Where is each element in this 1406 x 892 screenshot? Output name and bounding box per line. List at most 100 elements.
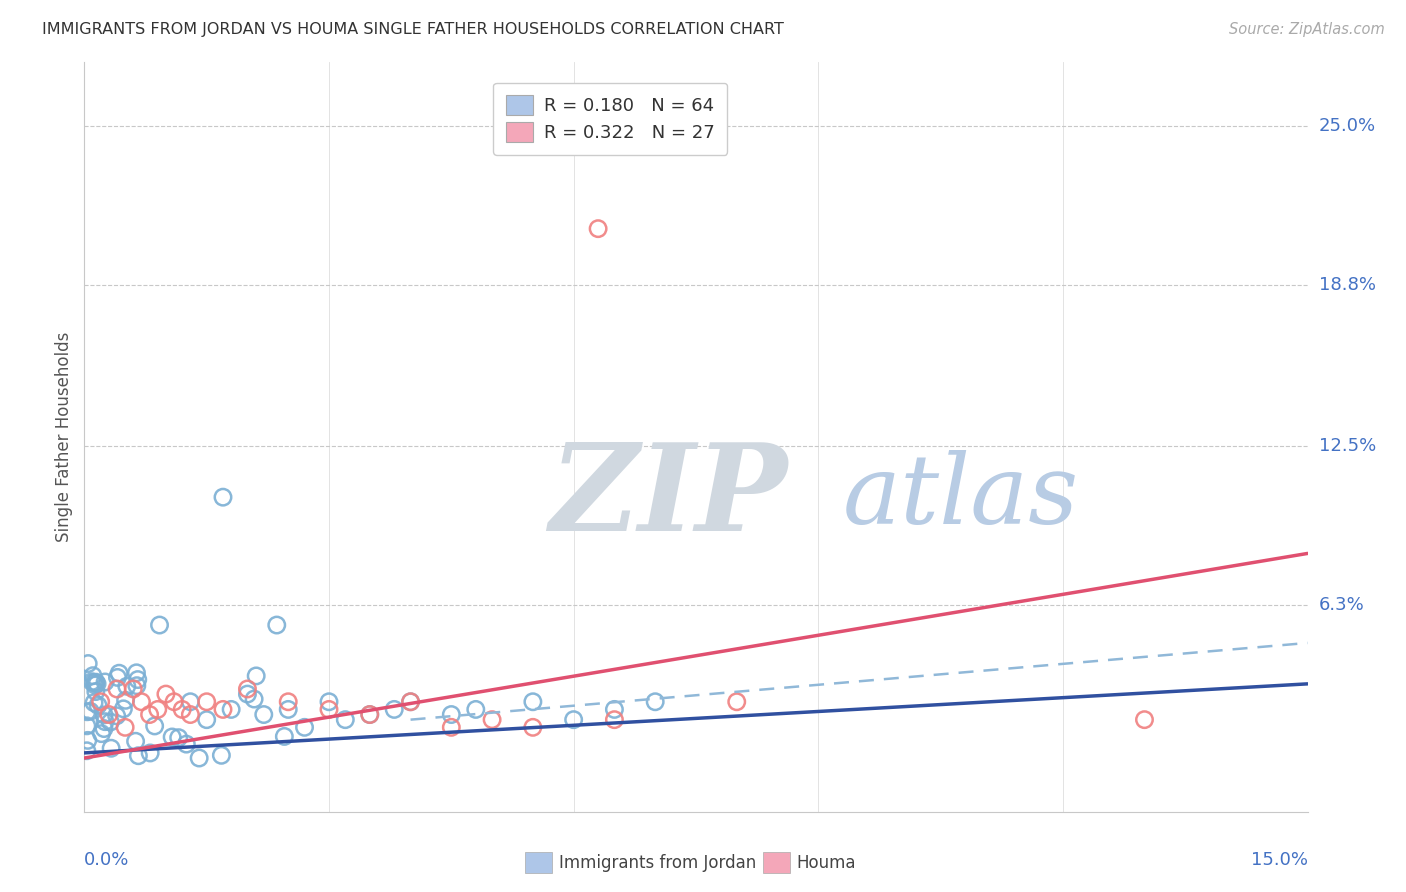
Point [212, 702, 235, 716]
Point [131, 695, 153, 709]
Point [644, 695, 666, 709]
Point [107, 670, 129, 684]
Point [382, 702, 405, 716]
Text: atlas: atlas [842, 450, 1078, 544]
Point [399, 695, 422, 709]
Point [114, 720, 136, 734]
Point [86, 677, 108, 691]
Text: 6.3%: 6.3% [1319, 596, 1364, 614]
Point [84, 675, 107, 690]
Point [94, 675, 117, 690]
Text: Immigrants from Jordan: Immigrants from Jordan [560, 854, 756, 871]
Point [127, 673, 149, 687]
Point [125, 679, 148, 693]
Point [440, 707, 463, 722]
Point [155, 687, 177, 701]
Text: Houma: Houma [796, 854, 856, 871]
Point [83, 696, 105, 710]
Point [108, 666, 131, 681]
Point [195, 695, 218, 709]
Legend: R = 0.180   N = 64, R = 0.322   N = 27: R = 0.180 N = 64, R = 0.322 N = 27 [494, 83, 727, 155]
Text: 25.0%: 25.0% [1319, 118, 1376, 136]
Point [90, 695, 112, 709]
Point [209, 748, 232, 763]
Point [277, 695, 299, 709]
Point [114, 693, 136, 707]
Point [76, 719, 98, 733]
Point [359, 707, 381, 722]
Point [359, 707, 381, 722]
FancyBboxPatch shape [763, 852, 790, 873]
Point [464, 702, 486, 716]
Point [603, 702, 626, 716]
Point [79, 704, 101, 718]
Point [76, 733, 98, 747]
Point [179, 695, 201, 709]
Text: 18.8%: 18.8% [1319, 276, 1375, 294]
Point [219, 702, 242, 716]
Point [77, 657, 100, 671]
Y-axis label: Single Father Households: Single Father Households [55, 332, 73, 542]
Point [93, 707, 115, 722]
Point [100, 741, 122, 756]
Text: Source: ZipAtlas.com: Source: ZipAtlas.com [1229, 22, 1385, 37]
Point [236, 687, 259, 701]
FancyBboxPatch shape [524, 852, 551, 873]
Point [212, 490, 235, 504]
Point [440, 720, 463, 734]
Point [188, 751, 211, 765]
Point [725, 695, 748, 709]
Text: 15.0%: 15.0% [1250, 851, 1308, 869]
Point [84, 684, 107, 698]
Point [94, 714, 117, 729]
Point [253, 707, 276, 722]
Point [125, 665, 148, 680]
Point [122, 681, 145, 696]
Point [143, 719, 166, 733]
Point [481, 713, 503, 727]
Point [83, 675, 105, 690]
Point [243, 692, 266, 706]
Point [76, 744, 98, 758]
Point [115, 679, 138, 693]
Point [603, 713, 626, 727]
Text: IMMIGRANTS FROM JORDAN VS HOUMA SINGLE FATHER HOUSEHOLDS CORRELATION CHART: IMMIGRANTS FROM JORDAN VS HOUMA SINGLE F… [42, 22, 785, 37]
Point [87, 698, 110, 713]
Point [522, 720, 544, 734]
Point [294, 720, 316, 734]
Point [84, 678, 107, 692]
Point [399, 695, 422, 709]
Point [335, 713, 357, 727]
Point [236, 681, 259, 696]
Point [176, 737, 198, 751]
Point [586, 221, 609, 235]
Point [318, 702, 340, 716]
Point [105, 708, 128, 723]
Point [273, 730, 295, 744]
Point [100, 714, 122, 729]
Point [522, 695, 544, 709]
Point [82, 668, 104, 682]
Point [139, 746, 162, 760]
Point [146, 702, 169, 716]
Point [112, 702, 135, 716]
Point [179, 707, 201, 722]
Point [318, 695, 340, 709]
Point [1133, 713, 1156, 727]
Point [90, 726, 112, 740]
Point [167, 731, 190, 745]
Text: 12.5%: 12.5% [1319, 437, 1376, 455]
Point [266, 618, 288, 632]
Point [172, 702, 194, 716]
Point [562, 713, 585, 727]
Point [277, 702, 299, 716]
Point [80, 674, 103, 689]
Text: ZIP: ZIP [550, 438, 787, 557]
Point [148, 618, 170, 632]
Point [105, 681, 128, 696]
Point [245, 669, 267, 683]
Point [160, 730, 183, 744]
Point [124, 734, 146, 748]
Text: 0.0%: 0.0% [84, 851, 129, 869]
Point [138, 707, 160, 722]
